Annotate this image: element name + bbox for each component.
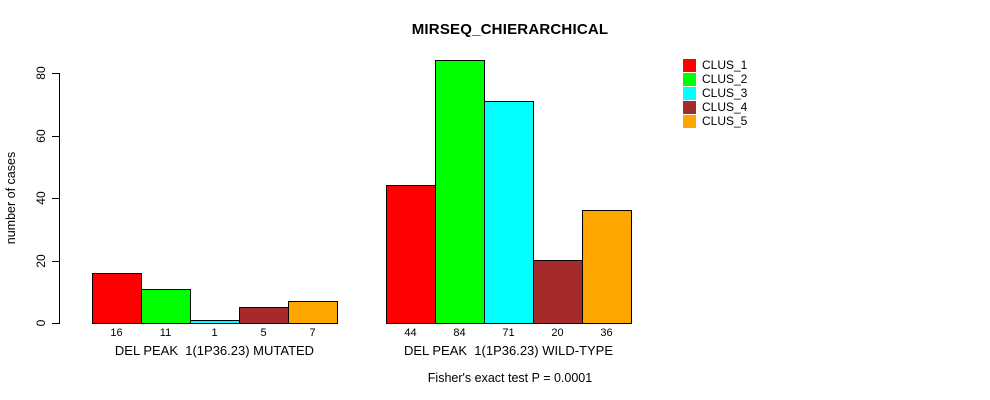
- bar-value-label: 44: [404, 327, 417, 339]
- bar-value-label: 1: [211, 327, 218, 339]
- legend-label: CLUS_5: [702, 114, 748, 128]
- bar-value-label: 7: [309, 327, 316, 339]
- y-axis-tick-label: 20: [34, 253, 48, 268]
- bar-clus_3: [484, 101, 534, 324]
- bar-value-label: 36: [600, 327, 613, 339]
- legend-swatch-clus_5: [683, 114, 696, 128]
- y-axis-tick-label: 40: [34, 191, 48, 205]
- group-axis-label: DEL PEAK 1(1P36.23) WILD-TYPE: [403, 343, 614, 358]
- chart-title: MIRSEQ_CHIERARCHICAL: [411, 21, 609, 38]
- bar-value-label: 84: [453, 327, 466, 339]
- bar-clus_2: [141, 289, 191, 324]
- legend-row-clus_1: CLUS_1: [683, 58, 747, 72]
- legend-swatch-clus_3: [683, 86, 696, 100]
- legend-row-clus_2: CLUS_2: [683, 72, 747, 86]
- y-axis-tick: [52, 73, 59, 74]
- bar-value-label: 5: [260, 327, 267, 339]
- bar-value-label: 11: [159, 327, 172, 339]
- legend-swatch-clus_2: [683, 72, 696, 86]
- bar-clus_1: [386, 185, 436, 324]
- y-axis-tick-label: 0: [34, 319, 48, 327]
- y-axis-tick-label: 60: [34, 128, 48, 143]
- bar-clus_1: [92, 273, 142, 324]
- bar-clus_4: [239, 307, 289, 324]
- bar-clus_2: [435, 60, 485, 324]
- bar-value-label: 16: [110, 327, 123, 339]
- legend-row-clus_4: CLUS_4: [683, 100, 747, 114]
- legend-label: CLUS_3: [702, 86, 748, 100]
- chart-legend: CLUS_1 CLUS_2 CLUS_3 CLUS_4 CLUS_5: [683, 58, 747, 128]
- bar-clus_5: [582, 210, 632, 324]
- legend-label: CLUS_2: [702, 72, 748, 86]
- legend-swatch-clus_4: [683, 100, 696, 114]
- y-axis-label: number of cases: [4, 151, 18, 245]
- y-axis-line: [59, 73, 60, 324]
- bar-value-label: 71: [502, 327, 515, 339]
- y-axis-tick: [52, 135, 59, 137]
- bar-clus_5: [288, 301, 338, 324]
- group-axis-label: DEL PEAK 1(1P36.23) MUTATED: [114, 343, 315, 358]
- y-axis-tick: [52, 260, 59, 262]
- legend-label: CLUS_1: [702, 58, 748, 72]
- y-axis-tick: [52, 198, 59, 199]
- bar-clus_3: [190, 320, 240, 324]
- legend-swatch-clus_1: [683, 58, 696, 72]
- fisher-test-footnote: Fisher's exact test P = 0.0001: [427, 371, 593, 385]
- legend-row-clus_5: CLUS_5: [683, 114, 747, 128]
- legend-label: CLUS_4: [702, 100, 748, 114]
- legend-row-clus_3: CLUS_3: [683, 86, 747, 100]
- bar-value-label: 20: [551, 327, 564, 339]
- bar-clus_4: [533, 260, 583, 324]
- y-axis-tick-label: 80: [34, 66, 48, 80]
- y-axis-tick: [52, 323, 59, 324]
